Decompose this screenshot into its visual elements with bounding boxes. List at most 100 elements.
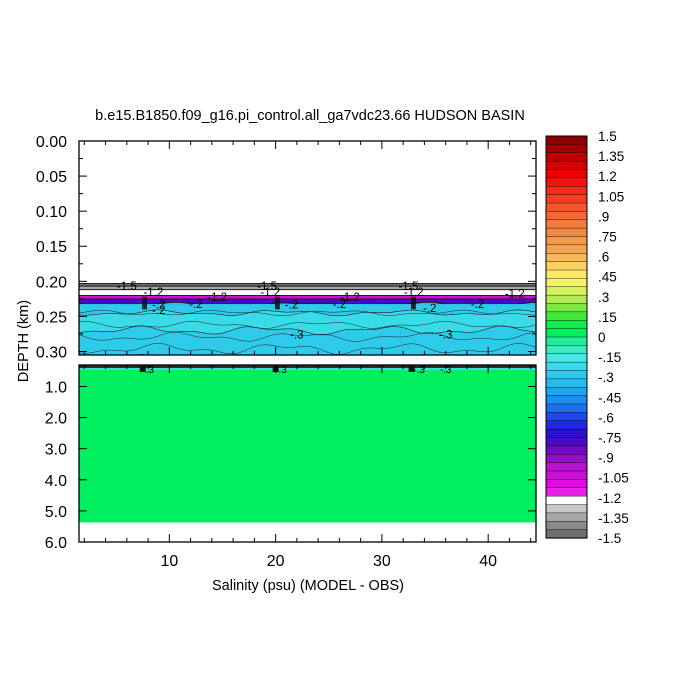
- colorbar-label: .6: [598, 250, 609, 265]
- upper-layer: [79, 325, 536, 355]
- upper-panel-frame: [78, 140, 537, 356]
- colorbar-label: .15: [598, 310, 617, 325]
- x-tick-label: 20: [267, 553, 285, 570]
- colorbar-swatch: [545, 495, 588, 506]
- y-tick-label: 0.00: [36, 134, 67, 151]
- colorbar-swatch: [545, 169, 588, 179]
- colorbar-swatch: [545, 186, 588, 196]
- x-tick-label: 10: [160, 553, 178, 570]
- upper-contour-label: -1.2: [505, 288, 525, 300]
- upper-contour-label: -.2: [152, 299, 165, 311]
- upper-contour-label: -.3: [290, 330, 303, 342]
- colorbar-label: .75: [598, 230, 617, 245]
- upper-contour-label: -.2: [423, 303, 436, 315]
- y-tick-label: 6.0: [45, 535, 67, 552]
- colorbar-swatch: [545, 412, 588, 422]
- colorbar-swatch: [545, 370, 588, 380]
- colorbar-frame: [545, 135, 588, 539]
- upper-contour-line: [79, 331, 536, 342]
- colorbar-swatch: [545, 529, 588, 539]
- lower-contour-label: -.3: [142, 365, 154, 376]
- colorbar-swatch: [545, 311, 588, 321]
- colorbar-label: 1.05: [598, 189, 624, 204]
- colorbar-label: .45: [598, 270, 617, 285]
- y-tick-label: 1.0: [45, 379, 67, 396]
- colorbar-swatch: [545, 152, 588, 162]
- upper-contour-label: -.3: [439, 330, 452, 342]
- upper-y-axis: 0.00 0.05 0.10 0.15 0.20 0.25 0.30: [36, 134, 536, 361]
- upper-contour-label: -1.2: [340, 292, 360, 304]
- colorbar-swatch: [545, 244, 588, 254]
- colorbar-swatch: [545, 320, 588, 330]
- lower-contour-label: -.3: [440, 365, 452, 376]
- colorbar-swatch: [545, 160, 588, 171]
- lower-contour-cluster: [139, 366, 146, 372]
- upper-contour-label: -.2: [471, 299, 484, 311]
- upper-contour-label: -1.5: [399, 281, 419, 293]
- colorbar-swatch: [545, 378, 588, 388]
- colorbar-swatch: [545, 219, 588, 229]
- colorbar-label: -.15: [598, 350, 621, 365]
- colorbar-swatch: [545, 403, 588, 413]
- upper-contour-label: -1.5: [257, 281, 277, 293]
- colorbar-swatch: [545, 211, 588, 221]
- colorbar-swatch: [545, 387, 588, 397]
- colorbar-swatch: [545, 345, 588, 355]
- upper-panel: -1.5 -1.5 -1.5-1.2 -1.2 -1.2 -1.2-1.2 -1.2-.2-…: [79, 281, 536, 355]
- lower-fill: [79, 365, 536, 523]
- upper-contour-label: -.2: [189, 299, 202, 311]
- lower-contour-label: -.3: [413, 365, 425, 376]
- colorbar-swatch: [545, 504, 588, 514]
- colorbar-swatch: [545, 454, 588, 464]
- colorbar-swatch: [545, 437, 588, 447]
- colorbar-label: 0: [598, 330, 606, 345]
- colorbar-swatch: [545, 194, 588, 204]
- colorbar-swatch: [545, 202, 588, 212]
- colorbar-label: 1.5: [598, 129, 617, 144]
- upper-contour-label: -.2: [152, 305, 165, 317]
- y-axis-label: DEPTH (km): [16, 300, 32, 382]
- colorbar-swatch: [545, 353, 588, 363]
- colorbar-label: -1.5: [598, 531, 621, 546]
- colorbar-swatch: [545, 361, 588, 372]
- y-tick-label: 0.05: [36, 169, 67, 186]
- lower-y-axis: 1.0 2.0 3.0 4.0 5.0 6.0: [45, 379, 536, 552]
- colorbar-swatch: [545, 479, 588, 489]
- colorbar-swatch: [545, 462, 588, 472]
- upper-contour-label: -.2: [333, 299, 346, 311]
- colorbar-label: .3: [598, 290, 609, 305]
- colorbar-swatch: [545, 135, 588, 145]
- upper-contour-label: -.2: [285, 299, 298, 311]
- colorbar-swatch: [545, 286, 588, 296]
- colorbar-swatch: [545, 395, 588, 405]
- colorbar-label: -.75: [598, 431, 621, 446]
- colorbar-swatch: [545, 144, 588, 154]
- y-tick-label: 0.10: [36, 204, 67, 221]
- colorbar-swatch: [545, 177, 588, 187]
- colorbar-label: -.3: [598, 370, 614, 385]
- lower-contour-cluster: [408, 366, 415, 372]
- upper-contour-label: -1.2: [207, 292, 227, 304]
- colorbar: 1.5 1.35 1.2 1.05 .9 .75 .6 .45 .3 .15 0 -.15 -.3 -.4…: [545, 129, 629, 546]
- y-tick-label: 2.0: [45, 411, 67, 428]
- y-tick-label: 0.25: [36, 309, 67, 326]
- lower-contour-label: -.3: [275, 365, 287, 376]
- colorbar-label: -1.2: [598, 491, 621, 506]
- colorbar-label: -.45: [598, 390, 621, 405]
- colorbar-swatch: [545, 445, 588, 455]
- y-tick-label: 0.15: [36, 239, 67, 256]
- lower-panel-frame: [78, 364, 537, 543]
- y-tick-label: 0.30: [36, 344, 67, 361]
- colorbar-label: -1.35: [598, 511, 629, 526]
- lower-top-band-cyan: [79, 368, 536, 370]
- colorbar-swatch: [545, 512, 588, 522]
- colorbar-swatch: [545, 303, 588, 313]
- upper-contour-label: -1.2: [404, 287, 424, 299]
- x-tick-label: 40: [479, 553, 497, 570]
- x-axis-label: Salinity (psu) (MODEL - OBS): [212, 578, 404, 594]
- colorbar-swatch: [545, 253, 588, 263]
- colorbar-swatch: [545, 278, 588, 288]
- x-tick-label: 30: [373, 553, 391, 570]
- upper-contour-line: [79, 320, 536, 329]
- colorbar-label: -.6: [598, 410, 614, 425]
